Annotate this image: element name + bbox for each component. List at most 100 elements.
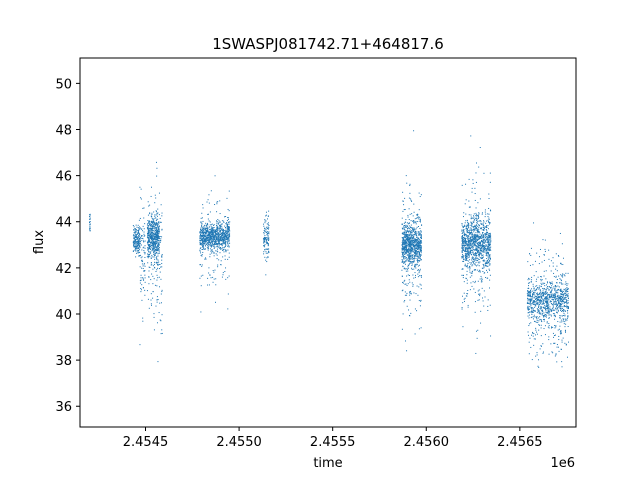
- data-point: [137, 224, 139, 226]
- data-point: [412, 240, 414, 242]
- data-point: [466, 252, 468, 254]
- data-point: [220, 240, 222, 242]
- data-point: [418, 253, 420, 255]
- data-point: [409, 213, 411, 215]
- data-point: [210, 236, 212, 238]
- data-point: [559, 299, 561, 301]
- data-point: [265, 226, 267, 228]
- data-point: [407, 260, 409, 262]
- data-point: [560, 305, 562, 307]
- data-point: [544, 314, 546, 316]
- data-point: [214, 231, 216, 233]
- data-point: [156, 301, 158, 303]
- data-point: [478, 244, 480, 246]
- data-point: [548, 289, 550, 291]
- data-point: [558, 296, 560, 298]
- data-point: [264, 230, 266, 232]
- data-point: [227, 208, 229, 210]
- data-point: [215, 278, 217, 280]
- data-point: [552, 332, 554, 334]
- data-point: [462, 256, 464, 258]
- data-point: [157, 236, 159, 238]
- data-point: [150, 228, 152, 230]
- data-point: [219, 226, 221, 228]
- data-point: [462, 274, 464, 276]
- data-point: [404, 283, 406, 285]
- data-point: [141, 237, 143, 239]
- data-point: [463, 212, 465, 214]
- data-point: [213, 230, 215, 232]
- data-point: [217, 251, 219, 253]
- data-point: [147, 241, 149, 243]
- data-point: [482, 235, 484, 237]
- data-point: [465, 199, 467, 201]
- data-point: [267, 215, 269, 217]
- data-point: [461, 247, 463, 249]
- data-point: [152, 238, 154, 240]
- data-point: [137, 244, 139, 246]
- data-point: [533, 300, 535, 301]
- data-point: [153, 233, 155, 235]
- data-point: [407, 254, 409, 256]
- data-point: [211, 228, 213, 230]
- data-point: [528, 295, 530, 297]
- data-point: [540, 302, 542, 304]
- data-point: [417, 256, 419, 258]
- data-point: [200, 237, 202, 239]
- data-point: [464, 222, 466, 224]
- data-point: [476, 215, 478, 217]
- data-point: [219, 243, 221, 245]
- data-point: [201, 222, 203, 224]
- data-point: [532, 285, 534, 287]
- data-point: [480, 250, 482, 252]
- data-point: [416, 240, 418, 242]
- data-point: [158, 252, 160, 254]
- data-point: [265, 241, 267, 243]
- data-point: [536, 317, 538, 319]
- data-point: [418, 328, 420, 330]
- data-point: [403, 248, 405, 250]
- data-point: [409, 242, 411, 244]
- data-point: [465, 233, 467, 235]
- data-point: [560, 308, 562, 310]
- data-point: [223, 231, 225, 233]
- data-point: [150, 303, 152, 305]
- data-point: [148, 247, 150, 249]
- data-point: [481, 247, 483, 249]
- data-point: [540, 295, 542, 297]
- data-point: [461, 244, 463, 246]
- data-point: [407, 283, 409, 285]
- data-point: [156, 322, 158, 324]
- data-point: [484, 235, 486, 237]
- data-point: [566, 300, 567, 302]
- data-point: [206, 241, 208, 243]
- data-point: [462, 249, 464, 251]
- data-point: [555, 354, 557, 356]
- data-point: [204, 224, 206, 226]
- data-point: [560, 293, 562, 295]
- data-point: [477, 243, 479, 245]
- data-point: [483, 221, 485, 223]
- data-point: [222, 240, 224, 242]
- data-point: [150, 228, 152, 230]
- data-point: [532, 311, 534, 313]
- data-point: [151, 237, 153, 239]
- data-point: [203, 238, 205, 240]
- data-point: [138, 236, 140, 238]
- data-point: [490, 210, 492, 212]
- data-point: [467, 255, 469, 257]
- data-point: [405, 227, 407, 229]
- data-point: [149, 241, 151, 243]
- data-point: [147, 230, 149, 232]
- data-point: [486, 220, 488, 222]
- data-point: [155, 248, 157, 250]
- data-point: [405, 235, 407, 237]
- data-point: [403, 231, 405, 233]
- data-point: [545, 298, 547, 300]
- data-point: [471, 235, 473, 237]
- data-point: [557, 308, 559, 310]
- data-point: [222, 234, 224, 236]
- data-point: [414, 242, 416, 244]
- data-point: [153, 233, 155, 235]
- data-point: [404, 248, 406, 250]
